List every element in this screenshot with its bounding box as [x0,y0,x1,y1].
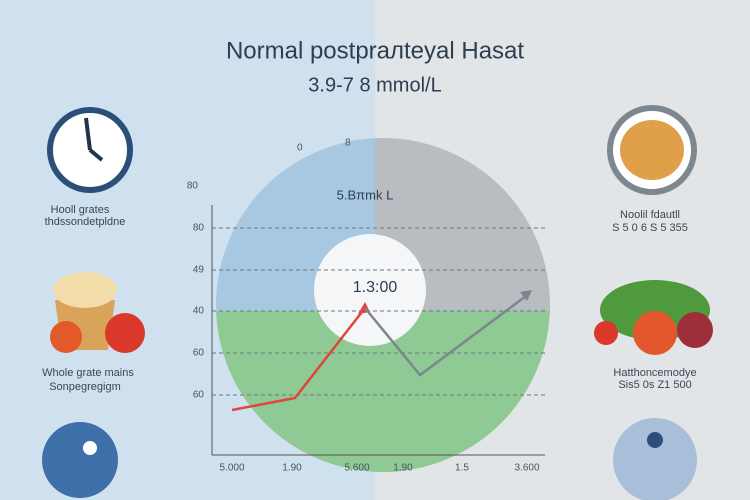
y-label: 60 [193,390,205,401]
y-label: 40 [193,306,205,317]
x-label: 3.600 [514,463,539,474]
panel-text: S 5 0 6 S 5 355 [612,222,688,234]
top-label: 0 [297,143,303,154]
top-label: 8 [345,138,351,149]
panel-title: Whole grate mains [42,367,134,379]
panel-title: Hooll grates [51,204,110,216]
center-circle [314,234,426,346]
x-label: 5.000 [219,463,244,474]
y-label: 49 [193,265,205,276]
panel-text: Sis5 0s Z1 500 [618,379,691,391]
x-label: 1.5 [455,463,469,474]
fall-line [364,291,531,377]
center-label: 1.3:00 [353,279,398,296]
walk-icon [613,418,697,500]
y-label: 60 [193,348,205,359]
rise-line [231,307,366,412]
x-label: 1.90 [393,463,413,474]
subtitle: 3.9-7 8 mmol/L [308,74,441,96]
panel-text: thdssondetpldne [45,216,126,228]
arrow [520,290,532,301]
title: Normal postpraлteyal Hasat [226,37,524,64]
x-label: 1.90 [282,463,302,474]
y-label: 80 [187,181,199,192]
panel-text: Sonpegregigm [49,381,121,393]
panel-title: Noolil fdautll [620,209,680,221]
x-label: 5.600 [344,463,369,474]
exercise-icon [42,422,118,498]
panel-title: Hatthoncemodye [613,367,696,379]
y-label: 80 [193,223,205,234]
inner-label: 5.Bπmk L [337,187,394,202]
